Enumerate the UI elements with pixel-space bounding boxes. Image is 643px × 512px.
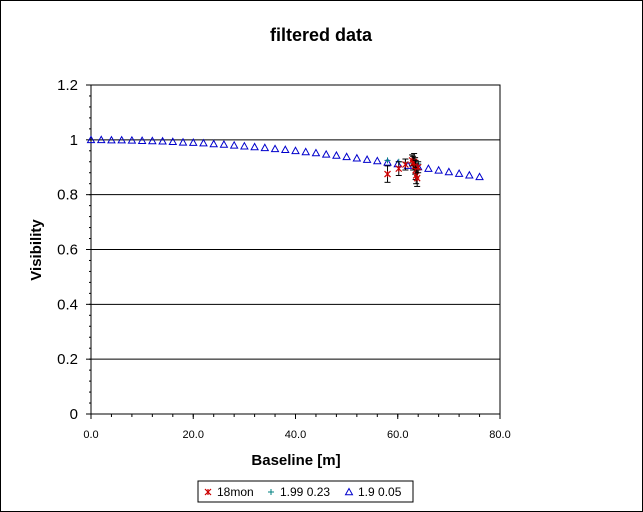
gridlines (91, 139, 500, 360)
point-1.9-0.05 (383, 157, 392, 166)
y-tick-label: 0.2 (57, 351, 78, 368)
x-axis-ticks: 0.0 20.0 40.0 60.0 80.0 (83, 414, 511, 441)
point-1.9-0.05 (444, 167, 454, 176)
point-1.9-0.05 (250, 142, 259, 151)
point-1.9-0.05 (127, 135, 137, 144)
y-tick-label: 0 (70, 406, 78, 423)
x-tick-label: 0.0 (83, 429, 98, 441)
y-axis-ticks: 0 0.2 0.4 0.6 0.8 1 1.2 (57, 77, 91, 423)
y-tick-label: 0.4 (57, 296, 78, 313)
point-1.9-0.05 (199, 138, 208, 147)
point-1.9-0.05 (148, 136, 157, 145)
point-18mon (395, 165, 403, 173)
legend-label: 1.9 0.05 (358, 485, 402, 499)
legend-marker-18mon (204, 488, 212, 496)
point-1.9-0.05 (342, 152, 351, 161)
point-18mon (413, 174, 421, 182)
y-tick-label: 0.8 (57, 187, 78, 204)
point-1.99-0.23 (384, 157, 391, 164)
chart-title: filtered data (270, 25, 373, 45)
point-18mon (384, 170, 391, 178)
point-1.9-0.05 (137, 136, 147, 144)
legend-marker-1.9-0.05 (344, 487, 354, 496)
point-1.9-0.05 (107, 135, 116, 144)
y-axis-label: Visibility (28, 219, 45, 281)
point-1.9-0.05 (475, 172, 484, 181)
x-tick-label: 20.0 (183, 429, 204, 441)
point-1.9-0.05 (188, 138, 198, 146)
y-tick-label: 0.6 (57, 242, 78, 259)
data-marks (86, 135, 484, 187)
point-1.9-0.05 (362, 155, 372, 163)
point-1.9-0.05 (311, 148, 321, 157)
x-tick-label: 60.0 (387, 429, 408, 441)
point-1.9-0.05 (332, 150, 341, 159)
x-tick-label: 80.0 (489, 429, 510, 441)
point-1.9-0.05 (229, 140, 239, 149)
point-1.9-0.05 (301, 147, 311, 156)
x-axis-label: Baseline [m] (251, 452, 340, 469)
legend-marker-1.99-0.23 (268, 489, 274, 495)
point-1.9-0.05 (321, 149, 331, 158)
legend-label: 1.99 0.23 (280, 485, 330, 499)
legend-label: 18mon (217, 485, 254, 499)
point-1.9-0.05 (424, 164, 433, 172)
point-1.9-0.05 (372, 156, 382, 165)
point-1.9-0.05 (434, 165, 443, 174)
point-1.9-0.05 (454, 169, 464, 177)
point-1.9-0.05 (209, 139, 219, 148)
point-1.9-0.05 (219, 139, 229, 148)
y-tick-label: 1.2 (57, 77, 78, 94)
point-1.9-0.05 (96, 135, 106, 144)
point-18mon (401, 161, 409, 168)
x-tick-label: 40.0 (285, 429, 306, 441)
legend-box (197, 480, 414, 503)
y-tick-label: 1 (70, 132, 78, 149)
point-1.9-0.05 (158, 136, 167, 145)
legend: 18mon 1.99 0.23 1.9 0.05 (197, 480, 414, 503)
point-1.9-0.05 (291, 146, 300, 155)
point-18mon (414, 163, 422, 171)
point-1.9-0.05 (270, 144, 280, 153)
point-1.9-0.05 (178, 137, 188, 146)
point-1.9-0.05 (352, 153, 362, 162)
point-1.9-0.05 (168, 137, 178, 146)
point-1.9-0.05 (240, 141, 249, 150)
point-1.9-0.05 (260, 143, 270, 152)
point-1.9-0.05 (86, 135, 96, 144)
point-1.9-0.05 (117, 135, 127, 144)
point-1.9-0.05 (464, 170, 474, 179)
point-1.9-0.05 (280, 145, 290, 154)
